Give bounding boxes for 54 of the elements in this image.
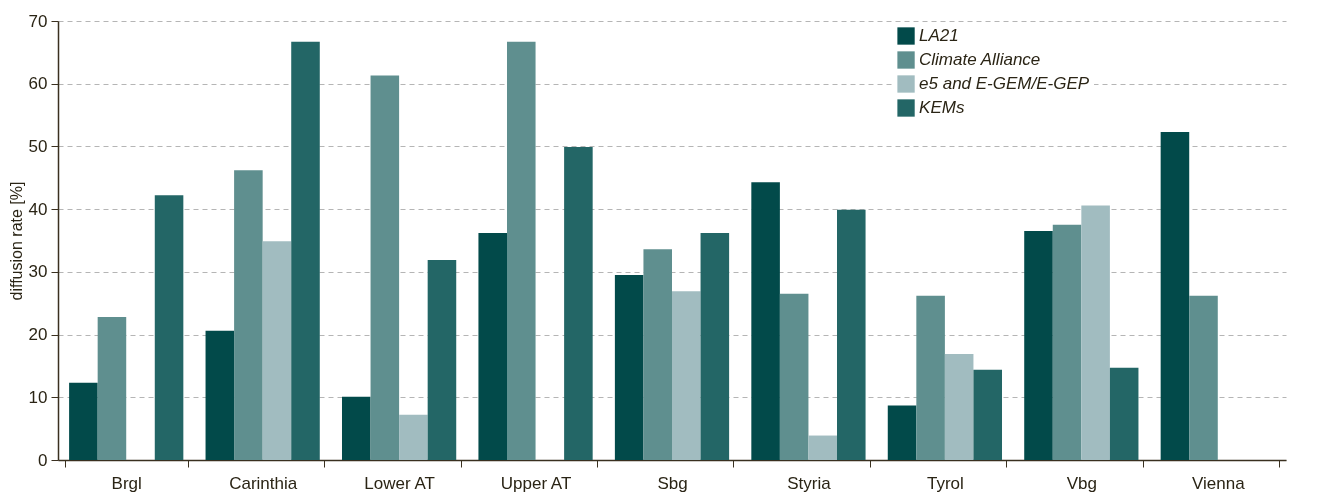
bar <box>614 274 644 460</box>
x-tick-label: Vienna <box>1191 473 1246 493</box>
x-tick-label: Upper AT <box>500 473 572 493</box>
bar <box>944 354 974 460</box>
x-tick-label: Vbg <box>1066 473 1097 493</box>
bar <box>1081 205 1110 460</box>
bar <box>751 182 780 460</box>
bar <box>887 405 917 460</box>
bar <box>262 241 292 460</box>
x-tick-label: Styria <box>787 473 832 493</box>
legend-label: Climate Alliance <box>919 50 1041 69</box>
y-tick-label: 30 <box>28 262 48 282</box>
bar <box>700 232 730 460</box>
x-tick-label: Sbg <box>657 473 688 493</box>
bar <box>399 414 428 460</box>
x-tick-label: Lower AT <box>364 473 435 493</box>
legend-label: LA21 <box>919 26 959 45</box>
bar <box>69 382 98 460</box>
bar <box>341 396 371 460</box>
bar <box>97 317 127 460</box>
y-tick-label: 70 <box>28 11 48 31</box>
bar <box>291 41 320 460</box>
bar <box>643 249 672 460</box>
bar <box>564 147 593 460</box>
y-tick-label: 60 <box>28 74 48 94</box>
bar <box>1052 224 1082 460</box>
bar <box>478 232 507 460</box>
bar <box>370 75 400 460</box>
legend-label: e5 and E-GEM/E-GEP <box>919 74 1090 93</box>
y-tick-label: 40 <box>28 199 48 219</box>
bar <box>1109 367 1139 460</box>
bar <box>808 435 837 460</box>
y-tick-label: 10 <box>28 387 48 407</box>
bar <box>779 293 809 460</box>
x-tick-label: Brgl <box>111 473 142 493</box>
y-tick-label: 50 <box>28 136 48 156</box>
bar <box>973 369 1003 460</box>
y-tick-label: 20 <box>28 325 48 345</box>
x-tick-label: Carinthia <box>229 473 298 493</box>
bar <box>234 170 263 460</box>
bar <box>1024 231 1053 460</box>
bar <box>916 295 945 460</box>
bar <box>837 209 866 460</box>
x-tick-label: Tyrol <box>926 473 964 493</box>
bar <box>672 291 701 460</box>
y-tick-label: 0 <box>38 450 48 470</box>
y-axis-title: diffusion rate [%] <box>7 181 25 301</box>
bar <box>205 330 235 460</box>
bar <box>154 195 184 460</box>
bar <box>507 41 536 460</box>
legend-label: KEMs <box>919 98 965 117</box>
bar <box>1189 295 1218 460</box>
bar <box>1160 132 1190 460</box>
bar <box>427 259 457 460</box>
